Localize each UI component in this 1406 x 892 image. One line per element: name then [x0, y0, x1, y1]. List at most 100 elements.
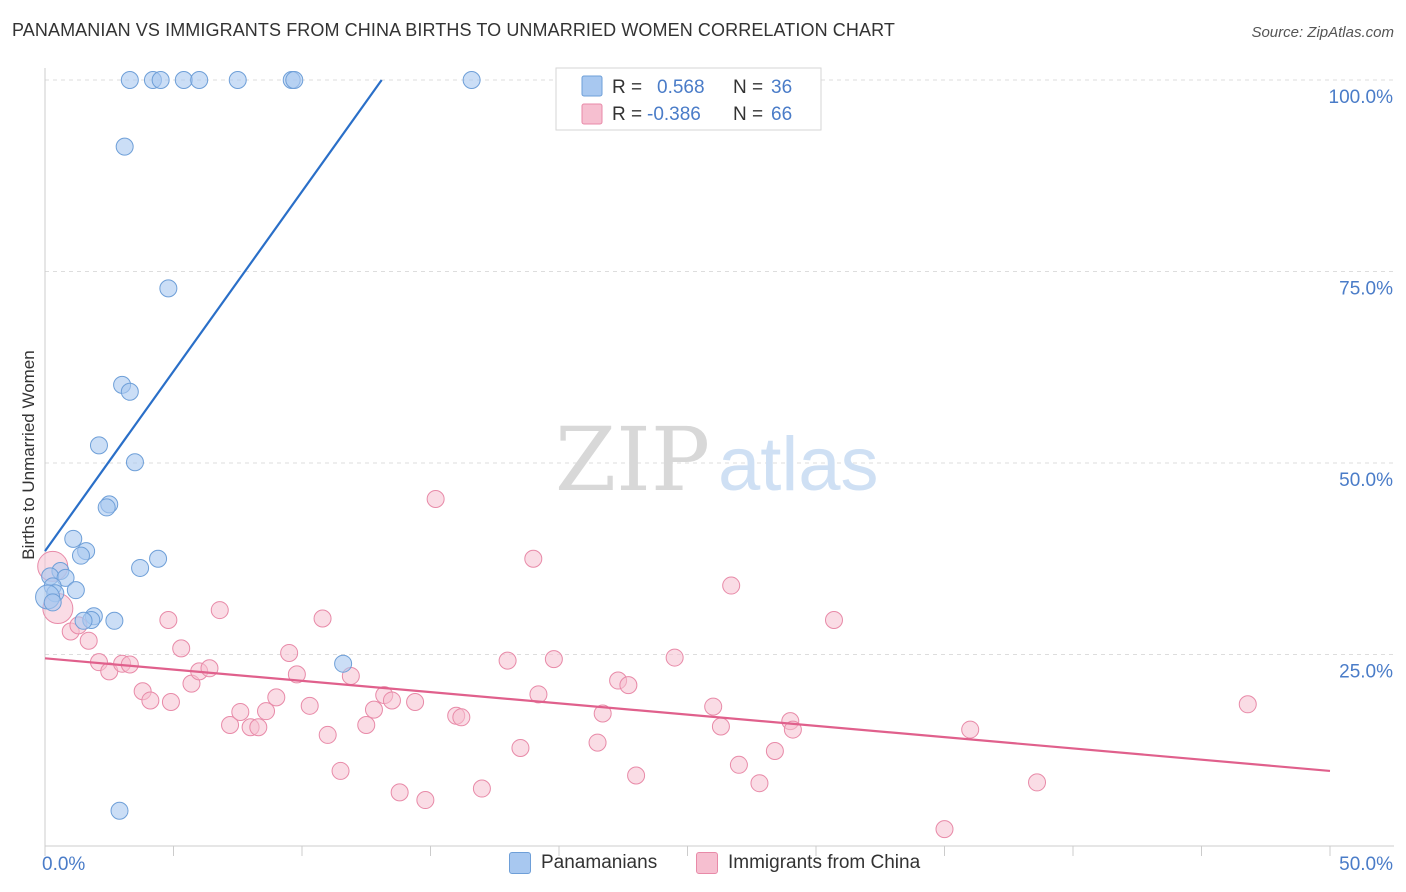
- point-panamanian-10: [159, 279, 178, 298]
- point-china-28: [318, 725, 337, 744]
- point-panamanian-24: [56, 568, 75, 587]
- legend-n-value-2: 66: [771, 104, 792, 125]
- point-panamanian-3: [174, 71, 193, 89]
- y-tick-label-50: 50.0%: [1339, 470, 1393, 491]
- legend-r-label-1: R =: [612, 77, 642, 98]
- bottom-legend-item-panamanians: Panamanians: [509, 852, 657, 874]
- point-panamanian-14: [125, 453, 144, 472]
- trendline-china: [44, 657, 1331, 773]
- legend-r-label-2: R =: [612, 104, 642, 125]
- point-china-19: [231, 702, 250, 721]
- tick-labels: 25.0% 50.0% 75.0% 100.0% 0.0% 50.0%: [42, 87, 1393, 875]
- point-china-55: [722, 576, 741, 595]
- point-china-54: [711, 717, 730, 736]
- trend-lines: [44, 79, 1331, 773]
- point-china-31: [357, 715, 376, 734]
- watermark-atlas: atlas: [718, 422, 879, 507]
- point-china-62: [935, 820, 954, 839]
- point-panamanian-21: [131, 558, 150, 577]
- point-panamanian-5: [228, 71, 247, 89]
- point-china-24: [280, 643, 299, 662]
- point-china-38: [426, 490, 445, 509]
- watermark: ZIP atlas: [555, 408, 879, 511]
- point-panamanian-7: [285, 71, 304, 89]
- point-china-35: [390, 783, 409, 802]
- point-china-56: [729, 755, 748, 774]
- point-china-25: [287, 665, 306, 684]
- point-panamanian-2: [151, 71, 170, 89]
- trendline-panamanians: [44, 79, 383, 552]
- point-china-48: [593, 704, 612, 723]
- y-tick-label-75: 75.0%: [1339, 279, 1393, 300]
- bottom-legend-swatch-china: [696, 852, 718, 874]
- point-china-53: [704, 697, 723, 716]
- point-china-13: [172, 639, 191, 658]
- point-panamanian-34: [334, 654, 353, 673]
- legend-n-label-2: N =: [733, 104, 763, 125]
- legend-n-value-1: 36: [771, 77, 792, 98]
- point-china-23: [267, 688, 286, 707]
- legend-swatch-panamanians: [581, 75, 603, 97]
- legend-n-label-1: N =: [733, 77, 763, 98]
- point-china-52: [665, 648, 684, 667]
- point-china-18: [221, 715, 240, 734]
- series-immigrants-from-china: [37, 490, 1257, 839]
- point-panamanian-8: [462, 71, 481, 89]
- point-china-43: [511, 738, 530, 757]
- bottom-legend-label-china: Immigrants from China: [728, 852, 921, 873]
- point-china-64: [1028, 773, 1047, 792]
- bottom-legend-item-china: Immigrants from China: [696, 852, 920, 874]
- point-china-65: [1238, 695, 1257, 714]
- point-china-42: [498, 651, 517, 670]
- point-china-40: [452, 708, 471, 727]
- series-panamanians: [35, 71, 481, 820]
- legend-swatch-china: [581, 103, 603, 125]
- correlation-legend: R = 0.568 N = 36 R = -0.386 N = 66: [555, 67, 822, 131]
- point-china-58: [765, 742, 784, 761]
- legend-r-value-1: 0.568: [657, 77, 705, 98]
- point-china-26: [300, 696, 319, 715]
- chart-title: PANAMANIAN VS IMMIGRANTS FROM CHINA BIRT…: [12, 20, 895, 40]
- point-panamanian-17: [64, 529, 83, 548]
- chart-source: Source: ZipAtlas.com: [1251, 24, 1394, 41]
- point-panamanian-16: [97, 498, 116, 517]
- point-panamanian-29: [43, 593, 62, 612]
- point-china-21: [249, 718, 268, 737]
- point-china-41: [472, 779, 491, 798]
- point-panamanian-0: [120, 71, 139, 89]
- point-china-44: [524, 549, 543, 568]
- point-panamanian-26: [66, 581, 85, 600]
- y-axis-label: Births to Unmarried Women: [19, 350, 38, 559]
- point-panamanian-9: [115, 137, 134, 156]
- point-china-12: [161, 692, 180, 711]
- grid-layer: [45, 79, 1394, 655]
- point-panamanian-4: [190, 71, 209, 89]
- x-tick-label-start: 0.0%: [42, 854, 85, 875]
- bottom-legend-swatch-panamanians: [509, 852, 531, 874]
- point-china-61: [824, 611, 843, 630]
- point-china-47: [588, 733, 607, 752]
- point-panamanian-35: [110, 801, 129, 820]
- point-china-46: [544, 650, 563, 669]
- y-tick-label-25: 25.0%: [1339, 662, 1393, 683]
- point-panamanian-13: [89, 436, 108, 455]
- point-panamanian-19: [71, 546, 90, 565]
- watermark-zip: ZIP: [555, 408, 710, 511]
- bottom-legend: Panamanians Immigrants from China: [0, 850, 1406, 880]
- bottom-legend-label-panamanians: Panamanians: [541, 852, 658, 873]
- point-panamanian-12: [120, 382, 139, 401]
- point-china-51: [627, 766, 646, 785]
- point-china-45: [529, 685, 548, 704]
- point-panamanian-32: [74, 611, 93, 630]
- point-china-36: [406, 692, 425, 711]
- y-tick-label-100: 100.0%: [1329, 87, 1394, 108]
- point-china-32: [364, 700, 383, 719]
- point-panamanian-33: [105, 611, 124, 630]
- point-china-50: [619, 676, 638, 695]
- legend-r-value-2: -0.386: [647, 104, 701, 125]
- point-china-4: [79, 631, 98, 650]
- x-tick-label-end: 50.0%: [1339, 854, 1393, 875]
- point-china-57: [750, 774, 769, 793]
- point-china-27: [313, 609, 332, 628]
